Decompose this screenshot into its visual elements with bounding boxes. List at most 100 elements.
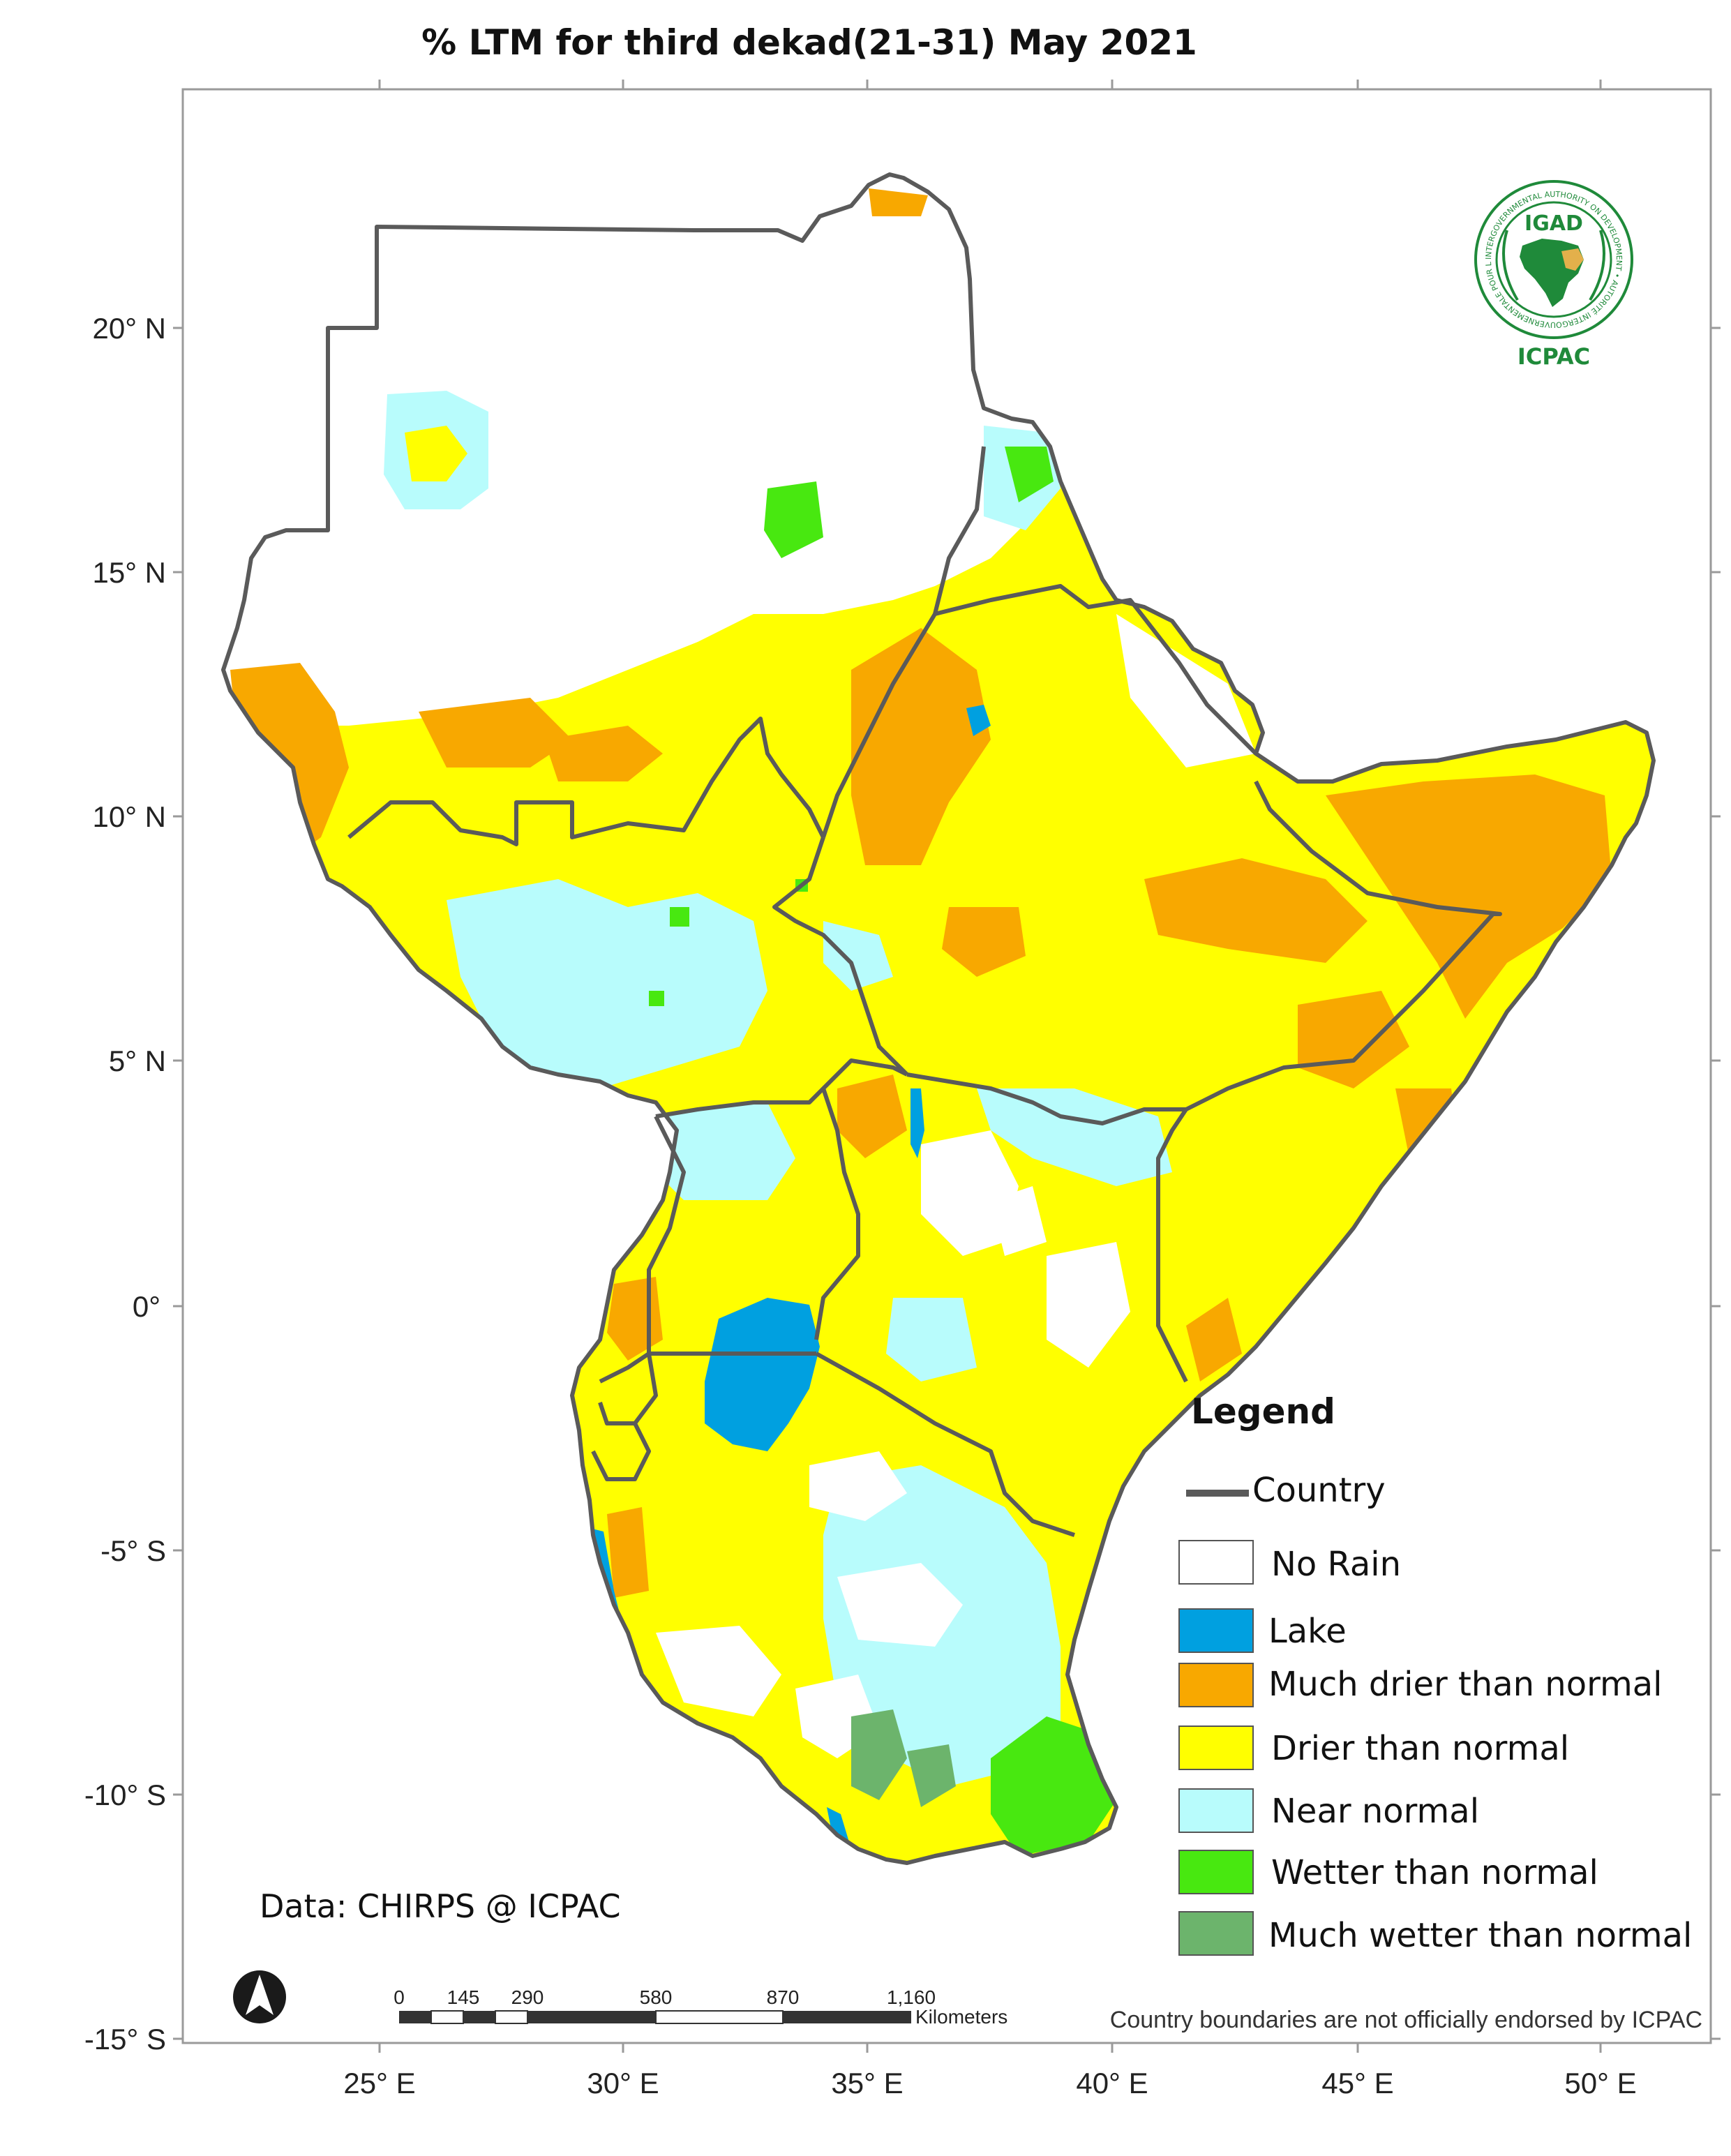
scale-segment	[655, 2010, 784, 2024]
lon-labels: 25° E 30° E 35° E 40° E 45° E 50° E	[343, 2067, 1636, 2099]
scale-bar: 0 145 290 580 870 1,160 Kilometers	[394, 1986, 1007, 2028]
legend-country-label: Country	[1252, 1471, 1386, 1510]
patch-much-wetter-tanzania-s2	[907, 1744, 956, 1807]
border-sudan-southsudan	[347, 717, 825, 846]
patch-no-rain-tanzania-central	[809, 1451, 907, 1521]
map-title: % LTM for third dekad(21-31) May 2021	[421, 22, 1197, 63]
patch-near-normal-south-sudan	[447, 879, 767, 1088]
scale-segment	[430, 2010, 464, 2024]
logo-igad-text: IGAD	[1524, 211, 1583, 236]
patch-much-drier-ethiopia-west	[851, 628, 991, 865]
country-boundaries	[223, 174, 1654, 1863]
lon-label-25e: 25° E	[343, 2067, 415, 2099]
patch-wetter-redsea	[1005, 447, 1054, 502]
lon-label-30e: 30° E	[587, 2067, 659, 2099]
scale-tick-290: 290	[511, 1986, 544, 2008]
scale-segment	[495, 2010, 528, 2024]
border-uganda-drc	[647, 1115, 686, 1354]
border-eritrea-ethiopia	[934, 584, 1258, 756]
lat-label-10s: -10° S	[84, 1779, 166, 1811]
border-burundi	[591, 1421, 651, 1481]
legend-label-near-normal: Near normal	[1271, 1792, 1479, 1831]
legend-swatch-lake	[1178, 1608, 1254, 1653]
patch-no-rain-kenya	[921, 1130, 1019, 1256]
lon-label-45e: 45° E	[1321, 2067, 1393, 2099]
legend-label-drier: Drier than normal	[1271, 1729, 1569, 1768]
patch-wetter-tanzania-se	[991, 1716, 1116, 1856]
patch-much-drier-kordofan	[544, 726, 663, 781]
patch-no-rain-kenya-nw	[991, 1186, 1047, 1256]
lat-label-15n: 15° N	[92, 556, 166, 589]
lat-label-15s: -15° S	[84, 2023, 166, 2056]
scale-segment	[463, 2011, 495, 2023]
data-credit: Data: CHIRPS @ ICPAC	[260, 1887, 621, 1925]
laurel-right-icon	[1589, 230, 1605, 301]
border-kenya-somalia	[1156, 1108, 1188, 1383]
patch-much-drier-chad-border	[230, 663, 349, 858]
region-no-rain-nw	[230, 558, 377, 698]
scale-segment	[783, 2011, 911, 2023]
legend-swatch-much-drier	[1178, 1663, 1254, 1707]
lon-label-40e: 40° E	[1076, 2067, 1148, 2099]
patch-near-normal-kenya-central	[886, 1298, 977, 1382]
lat-label-5n: 5° N	[109, 1045, 166, 1077]
lat-ticks	[173, 327, 1721, 2040]
patch-wetter-khartoum	[764, 481, 823, 558]
border-ethiopia-somalia	[1185, 780, 1502, 1111]
border-kenya-tanzania	[815, 1352, 1075, 1537]
lon-label-50e: 50° E	[1564, 2067, 1636, 2099]
legend-heading: Legend	[1191, 1391, 1335, 1432]
patch-much-drier-turkana	[837, 1075, 907, 1158]
horn-highlight-icon	[1561, 248, 1584, 271]
logo-icpac-text: ICPAC	[1518, 343, 1590, 370]
lon-ticks	[378, 80, 1602, 2053]
patch-much-drier-ethiopia-central	[942, 907, 1026, 977]
patch-much-wetter-tanzania-s	[851, 1709, 907, 1800]
scale-unit: Kilometers	[915, 2006, 1007, 2028]
legend: Legend Country No Rain Lake Much drier t…	[1178, 1391, 1692, 1956]
scale-tick-580: 580	[640, 1986, 673, 2008]
patch-much-drier-egypt-border	[869, 188, 928, 216]
spot-wetter-1	[670, 907, 689, 927]
patch-much-drier-kenya-coast	[1186, 1298, 1242, 1382]
patch-near-normal-east-sudan	[823, 921, 893, 991]
patch-drier-darfur	[405, 426, 467, 481]
lon-label-35e: 35° E	[831, 2067, 903, 2099]
scale-tick-0: 0	[394, 1986, 405, 2008]
legend-label-lake: Lake	[1268, 1612, 1347, 1651]
lake-turkana	[911, 1088, 924, 1158]
spot-wetter-2	[649, 991, 664, 1006]
patch-near-normal-kenya-north	[977, 1088, 1172, 1186]
patch-much-drier-puntland	[1326, 774, 1612, 1019]
border-ethiopia-kenya	[906, 1072, 1186, 1125]
legend-swatch-near-normal	[1178, 1788, 1254, 1833]
patch-no-rain-tanzania-west	[656, 1626, 781, 1716]
patch-much-drier-ogaden	[1144, 858, 1367, 963]
region-no-rain-east	[1116, 614, 1256, 768]
border-southsudan-uganda	[655, 1058, 908, 1118]
border-uganda-kenya	[814, 1088, 860, 1340]
lat-label-10n: 10° N	[92, 800, 166, 833]
legend-swatch-no-rain	[1178, 1540, 1254, 1585]
border-southsudan-ethiopia	[772, 837, 909, 1077]
legend-swatch-drier	[1178, 1725, 1254, 1770]
legend-swatch-wetter	[1178, 1850, 1254, 1894]
lake-tana	[966, 705, 991, 736]
scale-segment	[527, 2011, 656, 2023]
legend-label-no-rain: No Rain	[1271, 1545, 1401, 1584]
scale-segment	[399, 2011, 431, 2023]
patch-near-normal-uganda-north	[656, 1102, 795, 1200]
lat-label-5s: -5° S	[100, 1534, 166, 1567]
north-arrow-icon	[233, 1970, 286, 2023]
laurel-left-icon	[1502, 230, 1519, 301]
scale-tick-1160: 1,160	[887, 1986, 936, 2008]
patch-much-drier-tanzania-west	[607, 1507, 649, 1598]
scale-tick-870: 870	[767, 1986, 800, 2008]
lake-tanganyika	[590, 1528, 666, 1730]
border-sudan-ethiopia	[821, 446, 986, 838]
legend-label-much-wetter: Much wetter than normal	[1268, 1916, 1692, 1955]
boundary-disclaimer: Country boundaries are not officially en…	[1110, 2007, 1702, 2033]
patch-much-drier-sudan-south	[419, 698, 572, 768]
lat-label-0: 0°	[133, 1290, 160, 1323]
lat-label-20n: 20° N	[92, 312, 166, 345]
